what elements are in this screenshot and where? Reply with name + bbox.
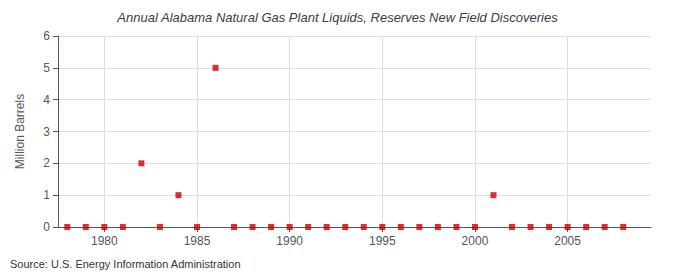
svg-text:Million Barrels: Million Barrels bbox=[13, 94, 27, 169]
svg-text:2005: 2005 bbox=[554, 234, 581, 248]
svg-text:1980: 1980 bbox=[91, 234, 118, 248]
svg-text:1985: 1985 bbox=[184, 234, 211, 248]
svg-text:2: 2 bbox=[43, 156, 50, 170]
svg-text:1990: 1990 bbox=[276, 234, 303, 248]
svg-text:5: 5 bbox=[43, 61, 50, 75]
svg-text:Annual Alabama Natural Gas Pla: Annual Alabama Natural Gas Plant Liquids… bbox=[116, 10, 558, 25]
svg-text:Source: U.S. Energy Informatio: Source: U.S. Energy Information Administ… bbox=[10, 258, 241, 270]
svg-text:4: 4 bbox=[43, 93, 50, 107]
svg-text:3: 3 bbox=[43, 125, 50, 139]
svg-text:0: 0 bbox=[43, 220, 50, 234]
svg-text:1995: 1995 bbox=[369, 234, 396, 248]
svg-text:1: 1 bbox=[43, 188, 50, 202]
svg-text:2000: 2000 bbox=[462, 234, 489, 248]
svg-text:6: 6 bbox=[43, 29, 50, 43]
